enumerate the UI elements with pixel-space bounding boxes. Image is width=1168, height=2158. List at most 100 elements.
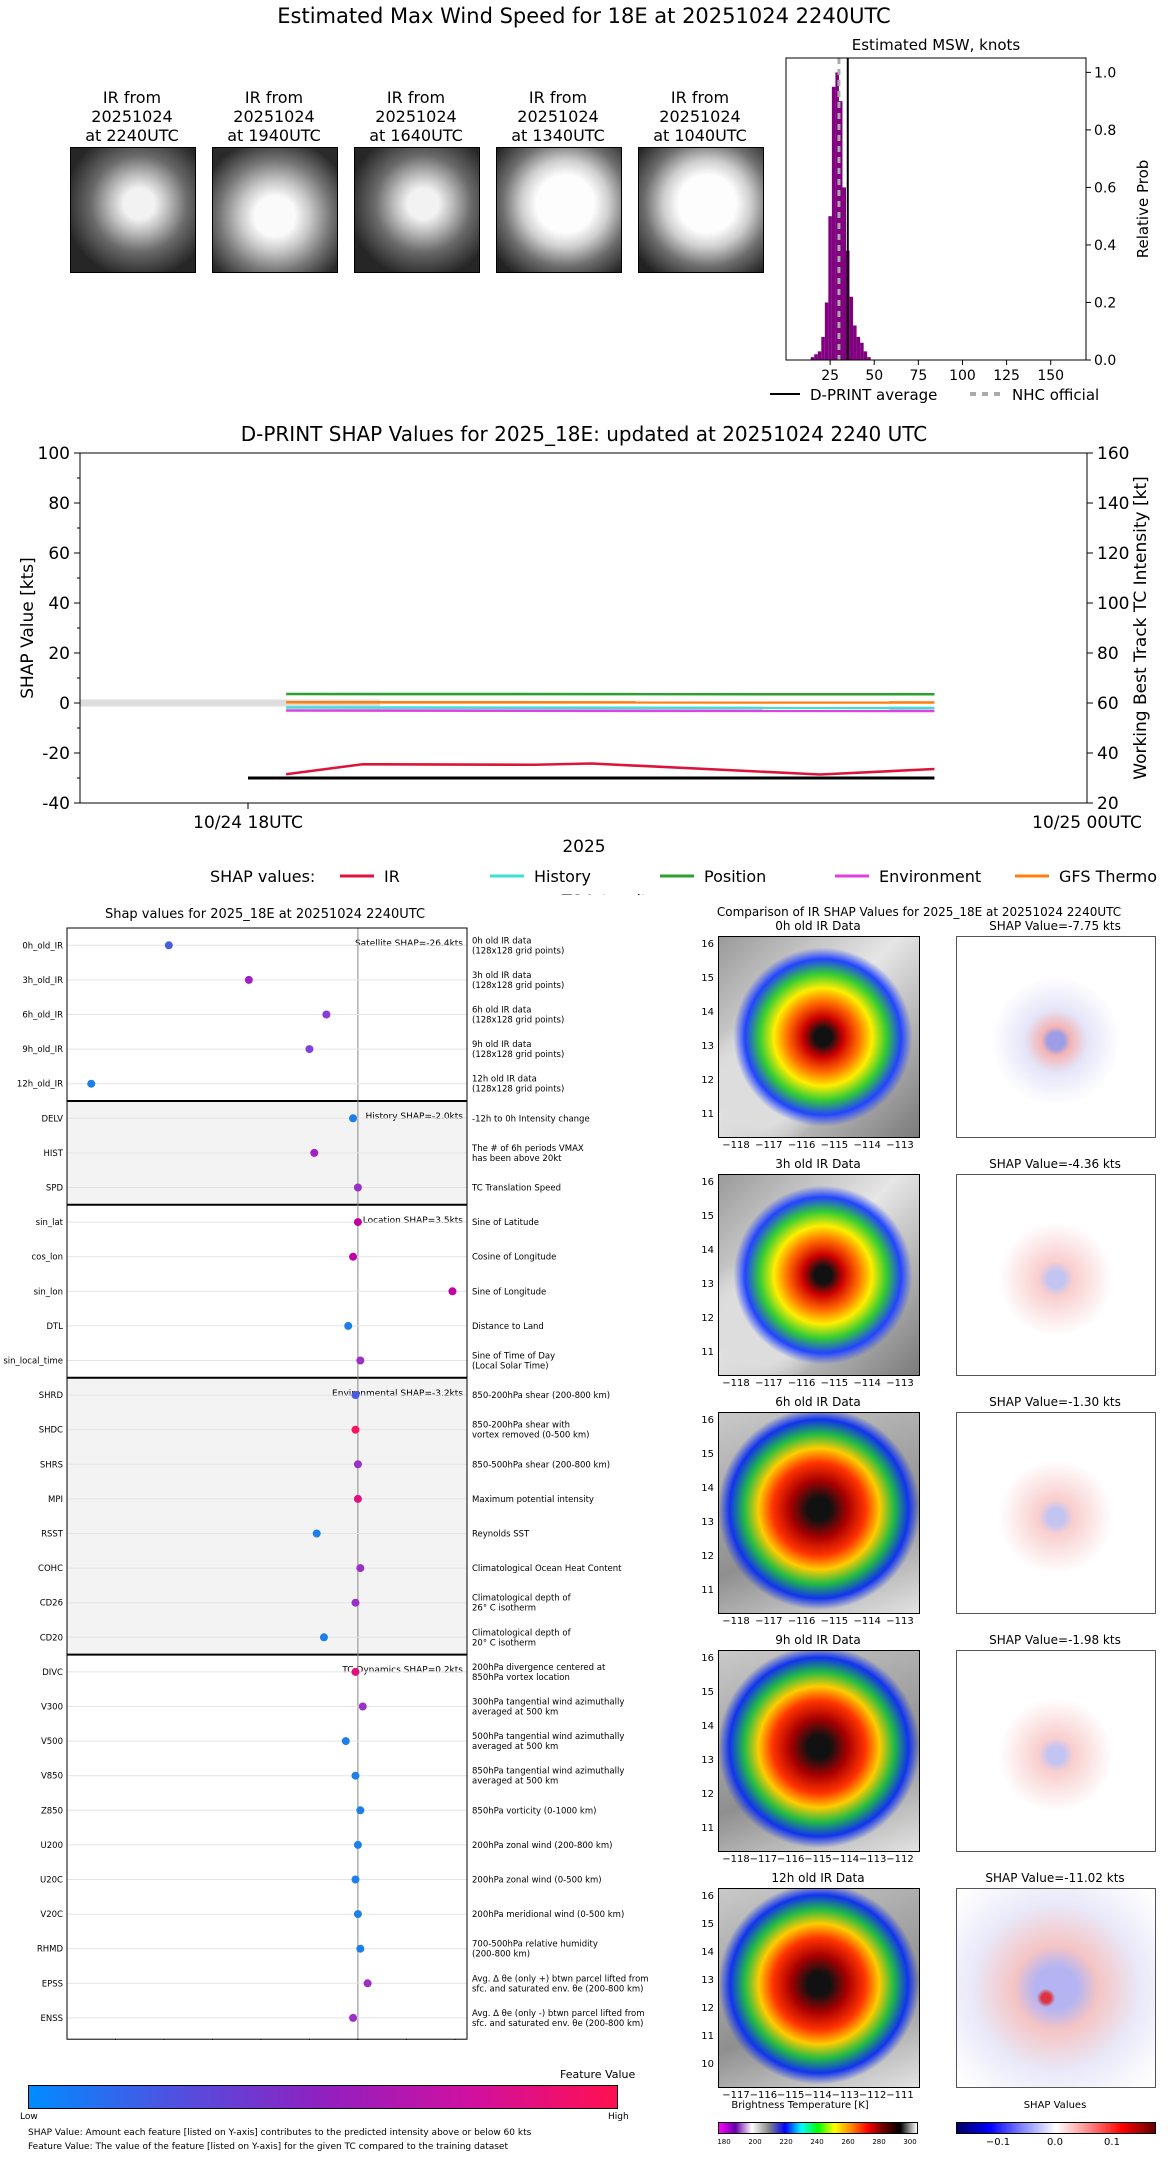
feature-name: V20C — [40, 1910, 63, 1920]
ir-thumbnail-image — [70, 147, 196, 273]
map-y-tick-label: 12 — [701, 2003, 714, 2014]
bt-tick-label: 180 — [717, 2138, 731, 2146]
feature-description: The # of 6h periods VMAX — [471, 1144, 584, 1154]
map-y-tick-label: 12 — [701, 1075, 714, 1086]
feature-description: Sine of Longitude — [472, 1287, 546, 1297]
shap-value-map — [956, 1650, 1156, 1852]
y-tick-label: 20 — [48, 644, 70, 664]
feature-name: U200 — [41, 1841, 63, 1851]
feature-name: RHMD — [37, 1945, 64, 1955]
bt-tick-label: 280 — [872, 2138, 886, 2146]
map-y-tick-label: 15 — [701, 1919, 714, 1930]
feature-bar-low: Low — [20, 2112, 38, 2122]
group-label: History SHAP=-2.0kts — [366, 1112, 464, 1122]
legend-label: History — [534, 867, 591, 886]
feature-name: EPSS — [42, 1979, 63, 1989]
shap-colorbar — [956, 2122, 1156, 2134]
histogram-title: Estimated MSW, knots — [852, 36, 1021, 54]
histogram-bar — [849, 296, 854, 360]
feature-description: 200hPa meridional wind (0-500 km) — [472, 1910, 624, 1920]
feature-point — [344, 1321, 353, 1330]
legend-nhc-label: NHC official — [1012, 386, 1099, 404]
feature-name: COHC — [38, 1564, 63, 1574]
feature-description: (128x128 grid points) — [472, 1016, 564, 1026]
feature-name: DTL — [47, 1322, 64, 1332]
map-x-tick-label: −111 — [886, 2090, 914, 2101]
feature-description: 0h old IR data — [472, 936, 531, 946]
bt-tick-label: 200 — [748, 2138, 762, 2146]
group-label: TC Dynamics SHAP=0.2kts — [341, 1666, 463, 1676]
feature-name: V500 — [41, 1737, 63, 1747]
feature-point — [356, 1564, 365, 1573]
shap-value-map — [956, 1174, 1156, 1376]
shap-value-map — [956, 1412, 1156, 1614]
map-y-tick-label: 14 — [701, 1483, 714, 1494]
map-x-tick-label: −118 — [722, 1616, 750, 1627]
feature-point — [87, 1079, 96, 1088]
feature-description: Avg. Δ θe (only -) btwn parcel lifted fr… — [472, 2009, 645, 2019]
feature-point — [341, 1737, 350, 1746]
map-x-tick-label: −116 — [749, 2090, 778, 2101]
y-tick-label: 40 — [48, 594, 70, 614]
map-y-tick-label: 11 — [701, 1823, 714, 1834]
map-y-tick-label: 16 — [701, 1177, 714, 1188]
map-y-tick-label: 14 — [701, 1245, 714, 1256]
feature-point — [351, 1391, 360, 1400]
feature-name: CD26 — [40, 1599, 63, 1609]
ir-panel-title: 3h old IR Data — [775, 1157, 861, 1171]
map-x-tick-label: −117 — [749, 1854, 778, 1865]
map-x-tick-label: −118 — [722, 1378, 750, 1389]
feature-description: sfc. and saturated env. θe (200-800 km) — [472, 2019, 644, 2029]
histogram-bar — [842, 187, 846, 360]
feature-point — [349, 1114, 358, 1123]
feature-name: 3h_old_IR — [22, 976, 63, 986]
map-x-tick-label: −114 — [831, 1854, 860, 1865]
map-y-tick-label: 14 — [701, 1007, 714, 1018]
map-x-tick-label: −112 — [858, 2090, 887, 2101]
map-x-tick-label: −112 — [886, 1854, 914, 1865]
feature-name: CD20 — [40, 1633, 63, 1643]
ir-panel-title: IR from 20251024 at 1940UTC — [227, 88, 321, 145]
map-x-tick-label: −115 — [804, 1854, 832, 1865]
x-tick-label: 75 — [909, 368, 927, 384]
feature-point — [319, 1633, 328, 1642]
y2-tick-label: 140 — [1097, 494, 1129, 514]
footnote-shap: SHAP Value: Amount each feature [listed … — [28, 2128, 532, 2138]
feature-name: cos_lon — [31, 1253, 63, 1263]
feature-name: sin_lon — [34, 1287, 63, 1297]
feature-shap-scatter: Shap values for 2025_18E at 20251024 224… — [3, 907, 649, 2040]
shap-tick-label: 0.0 — [1047, 2137, 1063, 2148]
feature-description: 850hPa vorticity (0-1000 km) — [472, 1806, 596, 1816]
ir-data-map — [718, 936, 920, 1138]
feature-description: 700-500hPa relative humidity — [472, 1940, 598, 1950]
feature-bar-high: High — [608, 2112, 629, 2122]
map-x-tick-label: −114 — [853, 1140, 881, 1151]
feature-point — [305, 1045, 314, 1054]
map-x-tick-label: −115 — [820, 1140, 849, 1151]
feature-description: Distance to Land — [472, 1322, 544, 1332]
y-tick-label: -20 — [42, 744, 70, 764]
map-y-tick-label: 13 — [701, 1517, 714, 1528]
feature-point — [351, 1875, 360, 1884]
shap-tick-label: −0.1 — [985, 2137, 1011, 2148]
map-y-tick-label: 12 — [701, 1789, 714, 1800]
feature-description: 9h old IR data — [472, 1040, 531, 1050]
map-x-tick-label: −118 — [722, 1854, 750, 1865]
feature-description: 300hPa tangential wind azimuthally — [472, 1698, 624, 1708]
histogram-bar — [810, 357, 815, 360]
histogram-bar — [856, 336, 861, 360]
feature-point — [351, 1667, 360, 1676]
y-tick-label: 0.0 — [1094, 353, 1116, 369]
feature-name: V850 — [41, 1772, 63, 1782]
histogram-bar — [853, 325, 857, 360]
histogram-bar — [814, 354, 818, 360]
feature-description: (128x128 grid points) — [472, 946, 564, 956]
ir-thumbnail-image — [638, 147, 764, 273]
feature-description: sfc. and saturated env. θe (200-800 km) — [472, 1984, 644, 1994]
map-y-tick-label: 14 — [701, 1947, 714, 1958]
histogram-bar — [828, 216, 832, 360]
y-tick-label: 0.6 — [1094, 180, 1116, 196]
shap-panel-title: SHAP Value=-7.75 kts — [989, 919, 1121, 933]
feature-name: DIVC — [42, 1668, 63, 1678]
shap-panel-title: SHAP Value=-11.02 kts — [985, 1871, 1125, 1885]
